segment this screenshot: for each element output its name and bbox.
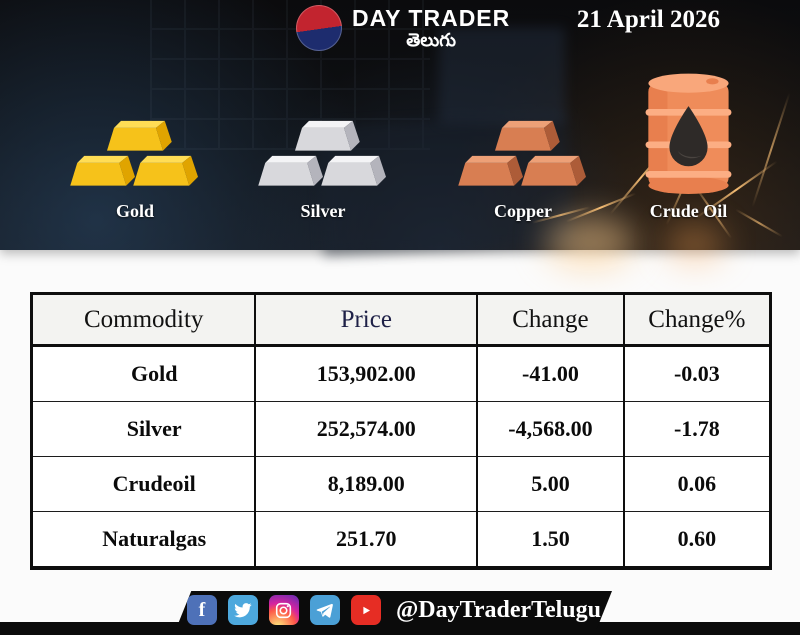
date-label: 21 April 2026: [576, 6, 720, 33]
table-row: Naturalgas 251.70 1.50 0.60: [31, 511, 771, 568]
price-value: 8,189.00: [254, 456, 478, 512]
instagram-icon[interactable]: [268, 595, 299, 625]
welding-glow: [545, 215, 635, 270]
commodity-name: Gold: [130, 361, 178, 386]
change-value: -4,568.00: [476, 401, 624, 457]
table-header-row: Commodity Price Change Change%: [31, 293, 771, 347]
column-header-change-pct: Change%: [622, 293, 771, 347]
commodity-card-crude-oil: Crude Oil: [616, 60, 761, 222]
social-banner: f @DayTraderTelugu: [176, 591, 612, 629]
telegram-icon[interactable]: [309, 595, 340, 625]
commodity-label: Copper: [494, 201, 552, 221]
change-value: -41.00: [476, 345, 624, 402]
commodity-name: Naturalgas: [31, 511, 256, 568]
price-value: 252,574.00: [254, 401, 478, 457]
facebook-icon[interactable]: f: [186, 595, 217, 625]
brand-text: DAY TRADER తెలుగు: [352, 6, 510, 50]
change-pct-value: 0.60: [622, 511, 771, 568]
commodity-name: Silver: [31, 401, 256, 457]
change-value: 5.00: [476, 456, 624, 512]
commodity-label: Gold: [115, 201, 154, 221]
brand-subtitle: తెలుగు: [406, 30, 456, 51]
social-handle: @DayTraderTelugu: [395, 596, 601, 623]
price-value: 153,902.00: [254, 345, 478, 402]
brand-name: DAY TRADER: [352, 4, 511, 31]
gold-bars-icon: [70, 120, 198, 186]
monitor-silhouette: [440, 28, 564, 122]
commodity-label: Crude Oil: [649, 201, 728, 221]
table-row: Silver 252,574.00 -4,568.00 -1.78: [31, 401, 771, 457]
silver-bars-icon: [258, 120, 386, 186]
copper-bars-icon: [458, 120, 586, 186]
change-pct-value: -1.78: [622, 401, 771, 457]
bull-bear-logo-icon: [296, 5, 342, 51]
commodity-name: Crudeoil: [31, 456, 256, 512]
column-header-commodity: Commodity: [31, 293, 256, 347]
youtube-icon[interactable]: [350, 595, 381, 625]
commodity-card-copper: Copper: [438, 60, 608, 222]
column-header-price: Price: [254, 293, 478, 347]
welding-glow: [665, 225, 725, 265]
commodity-label: Silver: [300, 201, 346, 221]
twitter-icon[interactable]: [227, 595, 258, 625]
column-header-change: Change: [476, 293, 624, 347]
commodity-price-table: Commodity Price Change Change% Gold 153,…: [30, 292, 772, 570]
change-pct-value: -0.03: [622, 345, 771, 402]
commodity-card-silver: Silver: [238, 60, 408, 222]
commodity-card-gold: Gold: [50, 60, 220, 222]
table-row: Crudeoil 8,189.00 5.00 0.06: [31, 456, 771, 512]
price-value: 251.70: [254, 511, 478, 568]
table-row: Gold 153,902.00 -41.00 -0.03: [32, 345, 771, 402]
oil-barrel-icon: [645, 73, 732, 194]
price-table-container: Commodity Price Change Change% Gold 153,…: [30, 292, 772, 570]
change-value: 1.50: [476, 511, 624, 568]
crate-texture: [150, 0, 430, 150]
change-pct-value: 0.06: [622, 456, 771, 512]
brand: DAY TRADER తెలుగు: [296, 5, 510, 51]
